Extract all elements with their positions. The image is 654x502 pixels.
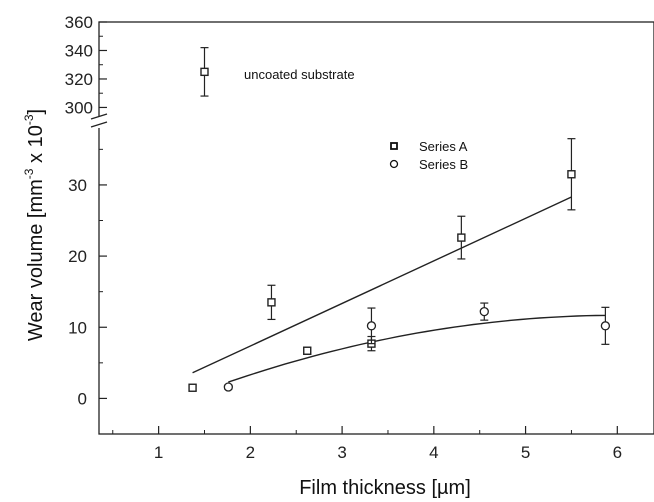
series-b-point [366, 321, 377, 331]
legend-marker-series-a [390, 142, 398, 150]
y-axis-title-part1: Wear volume [mm [25, 179, 47, 341]
y-axis-title: Wear volume [mm-3 x 10-3] [22, 109, 47, 341]
x-tick-label: 2 [246, 443, 255, 462]
y-tick-label: 20 [68, 247, 87, 266]
y-tick-label: 300 [65, 98, 93, 117]
y-axis-title-part3: ] [25, 109, 47, 115]
x-tick-label: 4 [429, 443, 438, 462]
series-a-point [457, 233, 466, 242]
x-axis-title: Film thickness [µm] [299, 477, 471, 499]
legend-label-series-a: Series A [419, 139, 468, 154]
y-tick-label: 0 [78, 389, 87, 408]
legend: Series A Series B [389, 139, 468, 172]
y-tick-label: 360 [65, 13, 93, 32]
fit-lines [192, 196, 606, 383]
x-tick-label: 6 [613, 443, 622, 462]
x-tick-label: 3 [337, 443, 346, 462]
series-b-point [223, 382, 233, 392]
series-a-point [303, 346, 312, 355]
legend-marker-series-b [389, 159, 399, 169]
series-a-point [188, 383, 197, 392]
x-axis-ticks: 1 2 3 4 5 6 [112, 426, 622, 462]
series-b-point [479, 306, 489, 317]
series-a-point [267, 298, 276, 307]
y-tick-label: 30 [68, 176, 87, 195]
legend-label-series-b: Series B [419, 157, 468, 172]
data-points [188, 47, 611, 392]
y-axis-ticks: 0 10 20 30 300 320 340 360 [65, 13, 107, 435]
y-axis-title-sup1: -3 [22, 168, 36, 179]
fit-curve-series-b [228, 314, 606, 383]
uncoated-point [200, 67, 209, 77]
axis-break-mark-upper [90, 113, 108, 120]
y-tick-label: 320 [65, 70, 93, 89]
series-a-point [567, 170, 576, 179]
y-axis-title-sup2: -3 [22, 114, 36, 125]
series-b-point [600, 321, 611, 331]
x-tick-label: 5 [521, 443, 530, 462]
plot-frame [98, 21, 654, 435]
annotation-uncoated-substrate: uncoated substrate [244, 67, 355, 82]
axis-break-mark-lower [90, 121, 108, 128]
y-tick-label: 340 [65, 41, 93, 60]
y-axis-title-part2: x 10 [25, 125, 47, 168]
fit-line-series-a [192, 196, 572, 374]
y-tick-label: 10 [68, 318, 87, 337]
x-tick-label: 1 [154, 443, 163, 462]
